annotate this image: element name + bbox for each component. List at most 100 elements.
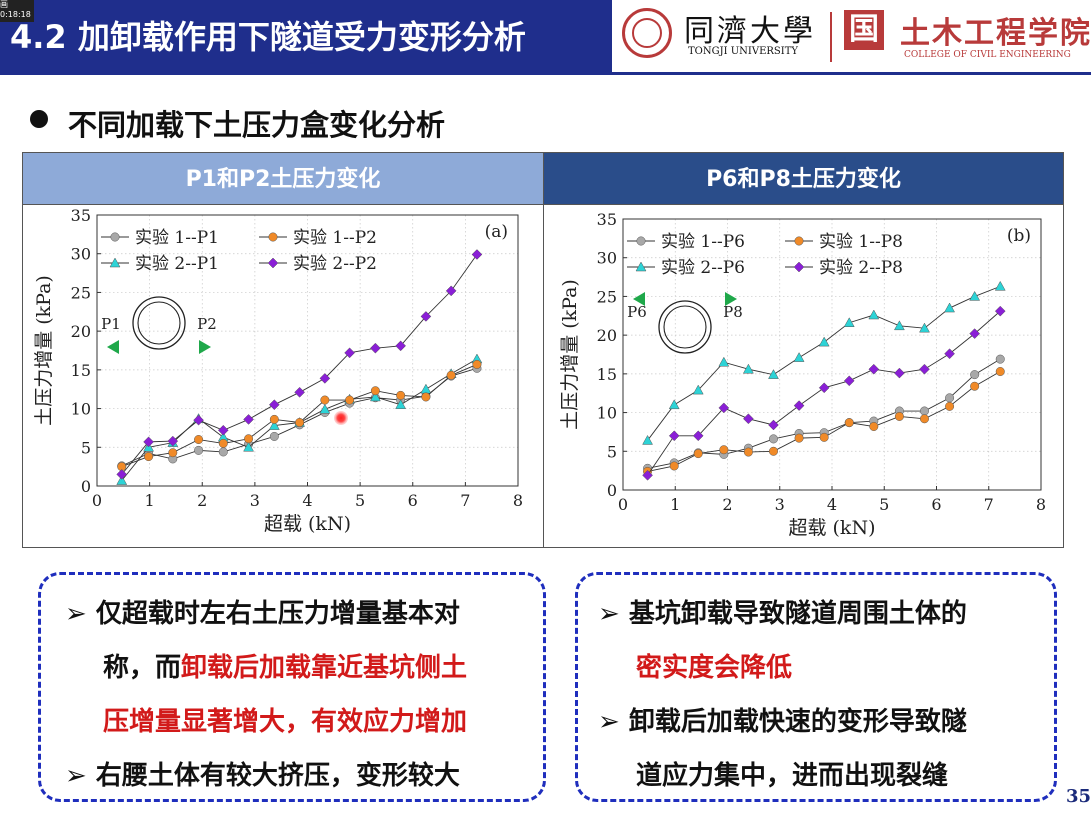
- data-point: [692, 430, 704, 442]
- tongji-name-en: TONGJI UNIVERSITY: [688, 46, 798, 57]
- data-point: [243, 441, 254, 452]
- data-point: [919, 363, 930, 375]
- x-tick-label: 2: [197, 491, 207, 510]
- data-point: [970, 370, 980, 380]
- tunnel-ring-outer: [658, 300, 712, 354]
- x-tick-label: 1: [670, 495, 680, 514]
- x-tick-label: 7: [460, 491, 470, 510]
- y-tick-label: 35: [597, 210, 617, 229]
- data-point: [370, 386, 380, 396]
- y-tick-label: 5: [81, 438, 91, 457]
- legend-marker: [635, 261, 647, 272]
- data-point: [345, 395, 355, 405]
- arrow-bullet-icon: ➢: [598, 599, 620, 629]
- note-item: ➢ 右腰土体有较大挤压，变形较大: [65, 761, 460, 791]
- data-point: [295, 418, 305, 428]
- arrow-left-icon: [107, 340, 119, 354]
- data-point: [143, 436, 154, 448]
- data-point: [793, 400, 805, 411]
- data-point: [269, 414, 279, 424]
- data-point: [843, 317, 855, 328]
- tongji-seal-logo: [622, 8, 672, 58]
- inset-label-left: P1: [101, 315, 121, 333]
- data-point: [743, 413, 754, 425]
- data-point: [319, 403, 331, 414]
- x-tick-label: 6: [408, 491, 418, 510]
- data-point: [768, 446, 778, 456]
- table-divider: [543, 205, 544, 548]
- right-note-box: ➢ 基坑卸载导致隧道周围土体的 密实度会降低 ➢ 卸载后加载快速的变形导致隧 道…: [575, 572, 1057, 802]
- arrow-right-icon: [725, 292, 737, 306]
- data-point: [894, 411, 904, 421]
- legend-label: 实验 2--P8: [819, 258, 903, 278]
- arrow-bullet-icon: ➢: [65, 761, 87, 791]
- legend-label: 实验 1--P2: [293, 228, 377, 248]
- data-point: [818, 336, 830, 347]
- data-point: [692, 384, 704, 395]
- data-point: [268, 399, 280, 411]
- legend-label: 实验 1--P8: [819, 232, 903, 252]
- note-item: ➢ 仅超载时左右土压力增量基本对: [65, 599, 460, 629]
- data-point: [396, 390, 406, 400]
- arrow-left-icon: [633, 292, 645, 306]
- y-tick-label: 10: [597, 404, 617, 423]
- tongji-name-cn: 同濟大學: [684, 14, 816, 49]
- y-tick-label: 20: [71, 322, 91, 341]
- data-point: [217, 424, 229, 436]
- data-point: [945, 401, 955, 411]
- data-point: [919, 322, 930, 333]
- section-title: 不同加载下土压力盒变化分析: [68, 108, 446, 142]
- y-tick-label: 20: [597, 326, 617, 345]
- data-point: [969, 328, 980, 339]
- inset-label-right: P2: [197, 315, 217, 333]
- y-tick-label: 30: [71, 245, 91, 264]
- arrow-bullet-icon: ➢: [65, 599, 87, 629]
- data-point: [116, 475, 128, 485]
- y-tick-label: 15: [71, 361, 91, 380]
- data-point: [420, 311, 432, 322]
- x-tick-label: 5: [879, 495, 889, 514]
- legend-marker: [636, 236, 646, 246]
- inset-label-left: P6: [627, 303, 647, 321]
- data-point: [969, 290, 981, 301]
- data-point: [944, 348, 955, 360]
- data-point: [168, 448, 178, 458]
- legend-marker: [109, 257, 121, 268]
- data-point: [642, 434, 653, 445]
- tunnel-ring-outer: [132, 296, 186, 350]
- x-tick-label: 7: [984, 495, 994, 514]
- college-name-en: COLLEGE OF CIVIL ENGINEERING: [904, 50, 1071, 60]
- data-point: [868, 363, 880, 375]
- x-tick-label: 8: [1036, 495, 1046, 514]
- data-point: [794, 433, 804, 443]
- data-point: [944, 302, 955, 313]
- data-point: [669, 461, 679, 471]
- legend-label: 实验 2--P2: [293, 254, 377, 274]
- y-tick-label: 35: [71, 206, 91, 225]
- x-tick-label: 0: [92, 491, 102, 510]
- y-tick-label: 30: [597, 249, 617, 268]
- legend-label: 实验 1--P1: [135, 228, 219, 248]
- data-point: [244, 434, 254, 444]
- note-item: ➢ 基坑卸载导致隧道周围土体的: [598, 599, 967, 629]
- x-tick-label: 4: [302, 491, 312, 510]
- y-axis-label: 土压力增量 (kPa): [33, 275, 55, 426]
- y-tick-label: 0: [607, 481, 617, 500]
- highlight-text: 密实度会降低: [636, 653, 793, 683]
- chart-a: 0 1 2 3 4 5 6 7 8 0 5 10 15 20 25 30 35 超载 (kN) 土压力增量 (kPa…: [33, 206, 523, 535]
- note-item: ➢ 卸载后加载快速的变形导致隧: [598, 707, 967, 737]
- x-axis-label: 超载 (kN): [788, 517, 875, 539]
- legend-marker: [267, 257, 279, 269]
- highlight-text: 压增量显著增大，有效应力增加: [103, 707, 468, 737]
- data-point: [420, 383, 432, 394]
- data-point: [843, 375, 855, 387]
- y-tick-label: 10: [71, 400, 91, 419]
- chart-b: 0 1 2 3 4 5 6 7 8 0 5 10 15 20 25 30 35 超载 (kN) 土压力增量 (kPa…: [559, 210, 1046, 539]
- x-tick-label: 2: [722, 495, 732, 514]
- data-point: [319, 373, 331, 384]
- left-note-box: ➢ 仅超载时左右土压力增量基本对 称，而卸载后加载靠近基坑侧土 压增量显著增大，…: [38, 572, 546, 802]
- slide-title: 4.2 加卸载作用下隧道受力变形分析: [10, 18, 526, 56]
- panel-label: (a): [485, 222, 508, 242]
- data-point: [446, 370, 456, 380]
- logo-divider: [830, 12, 832, 62]
